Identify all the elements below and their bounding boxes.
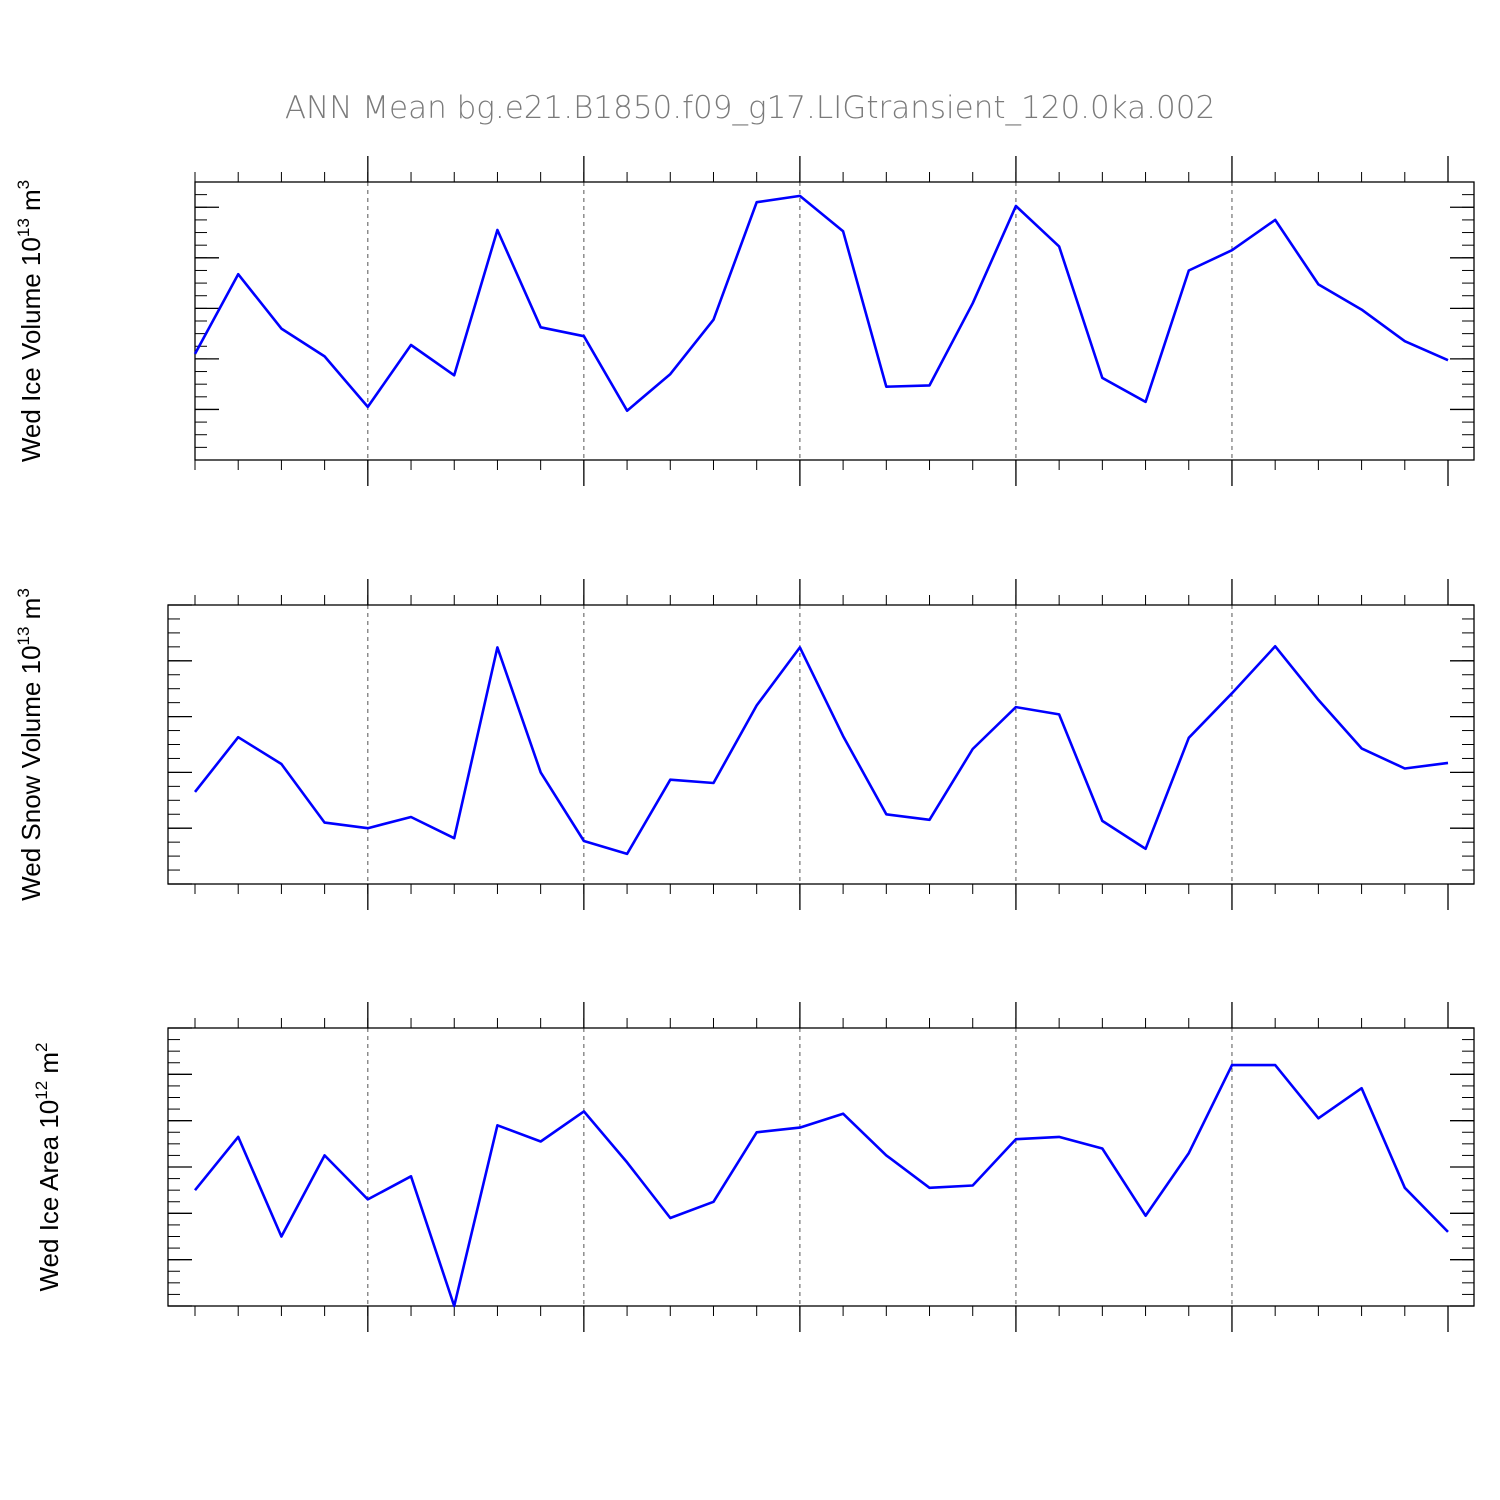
panel-1: Wed Ice Volume 1013 m3 xyxy=(14,156,1475,486)
y-axis-label-superscript: 13 xyxy=(14,218,33,237)
y-axis-label: Wed Ice Volume 1013 m3 xyxy=(14,180,46,462)
series-line xyxy=(193,194,1449,413)
panel-2: Wed Snow Volume 1013 m3 xyxy=(14,579,1475,910)
series-line xyxy=(193,644,1449,856)
y-axis-label-superscript: 2 xyxy=(32,1042,51,1051)
y-axis-label-part: m xyxy=(16,189,46,218)
y-axis-label-superscript: 3 xyxy=(14,180,33,189)
y-axis-label: Wed Snow Volume 1013 m3 xyxy=(14,588,46,901)
y-axis-label-part: Wed Ice Volume 10 xyxy=(16,237,46,462)
panel-3: Wed Ice Area 1012 m2 xyxy=(32,1002,1475,1332)
y-axis-label-part: m xyxy=(34,1052,64,1081)
y-axis-label-superscript: 13 xyxy=(14,627,33,646)
y-axis-label-part: m xyxy=(16,598,46,627)
y-axis-label: Wed Ice Area 1012 m2 xyxy=(32,1042,64,1291)
chart-title: ANN Mean bg.e21.B1850.f09_g17.LIGtransie… xyxy=(285,90,1215,126)
y-axis-label-part: Wed Ice Area 10 xyxy=(34,1100,64,1292)
y-axis-label-superscript: 12 xyxy=(32,1081,51,1100)
y-axis-label-superscript: 3 xyxy=(14,588,33,597)
y-axis-label-part: Wed Snow Volume 10 xyxy=(16,645,46,900)
series-line xyxy=(193,1063,1449,1308)
